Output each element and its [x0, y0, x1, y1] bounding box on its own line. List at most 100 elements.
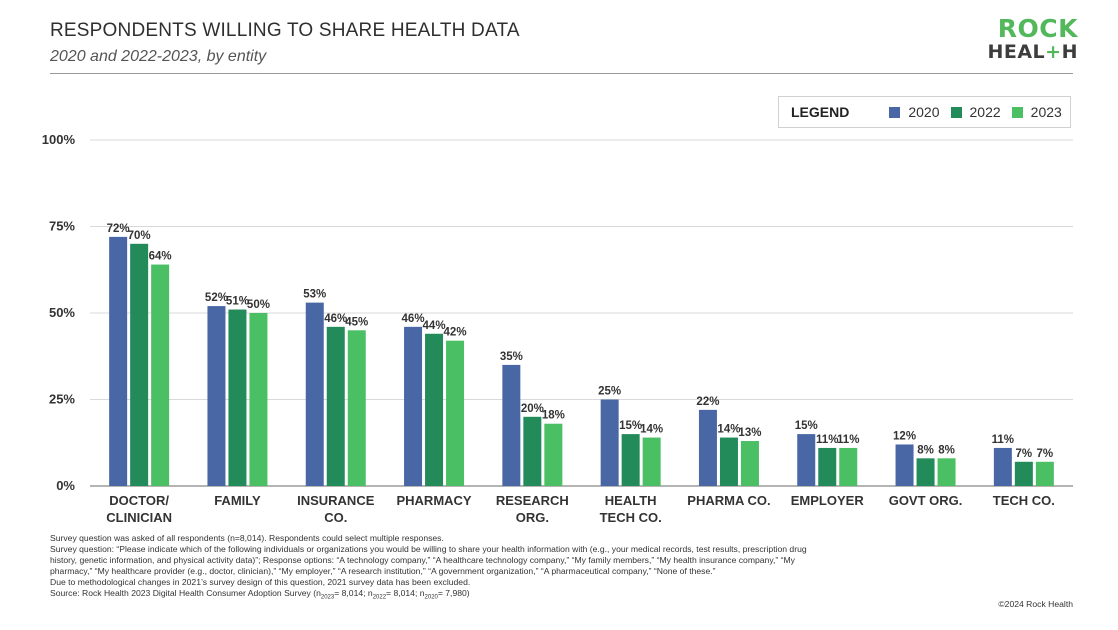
- bar-2023: [839, 447, 858, 486]
- legend-swatch-2022: [950, 106, 962, 118]
- legend-title: LEGEND: [791, 104, 850, 120]
- legend-item-2023: 2023: [1011, 104, 1062, 120]
- bar-2020: [502, 364, 521, 486]
- data-label: 50%: [247, 299, 270, 311]
- bar-2022: [425, 333, 444, 486]
- bar-2023: [544, 423, 563, 486]
- x-category-label: DOCTOR/: [109, 493, 169, 508]
- data-label: 11%: [816, 434, 838, 446]
- bar-2022: [130, 243, 149, 486]
- data-label: 11%: [837, 434, 859, 446]
- data-label: 12%: [893, 430, 916, 442]
- rock-health-logo: ROCK HEAL+H: [987, 16, 1078, 62]
- bar-2023: [937, 458, 956, 486]
- bar-2023: [740, 441, 759, 486]
- logo-text-heal: HEAL: [987, 41, 1046, 63]
- bar-2022: [523, 416, 542, 486]
- bar-2022: [1014, 461, 1033, 486]
- data-label: 46%: [324, 313, 347, 325]
- data-label: 8%: [938, 444, 955, 456]
- bar-2023: [446, 340, 465, 486]
- legend-label-2022: 2022: [969, 104, 1001, 120]
- bar-2022: [818, 447, 837, 486]
- data-label: 72%: [107, 223, 130, 235]
- data-label: 70%: [128, 230, 151, 242]
- data-label: 45%: [345, 316, 368, 328]
- y-tick-label: 100%: [42, 132, 76, 147]
- x-category-label: CLINICIAN: [106, 510, 172, 525]
- x-category-label: TECH CO.: [993, 493, 1055, 508]
- data-label: 64%: [149, 251, 172, 263]
- data-label: 7%: [1016, 448, 1033, 460]
- x-category-label: PHARMACY: [396, 493, 471, 508]
- y-tick-label: 50%: [49, 305, 75, 320]
- x-category-label: CO.: [324, 510, 347, 525]
- footnote-methodology: Due to methodological changes in 2021’s …: [50, 577, 471, 587]
- data-label: 15%: [619, 420, 642, 432]
- data-label: 7%: [1037, 448, 1054, 460]
- bar-2022: [326, 326, 345, 486]
- bar-2023: [1035, 461, 1054, 486]
- bar-2022: [228, 309, 247, 486]
- source-n2023: = 8,014; n: [334, 588, 373, 598]
- footnote-source: Source: Rock Health 2023 Digital Health …: [50, 588, 810, 604]
- bar-2020: [797, 434, 816, 486]
- data-label: 11%: [992, 434, 1014, 446]
- logo-line-2: HEAL+H: [987, 43, 1078, 62]
- data-label: 53%: [303, 289, 326, 301]
- x-category-label: GOVT ORG.: [889, 493, 963, 508]
- x-category-label: ORG.: [516, 510, 549, 525]
- data-label: 14%: [640, 424, 663, 436]
- legend-item-2022: 2022: [950, 104, 1001, 120]
- bar-2020: [600, 399, 619, 486]
- bar-2023: [347, 330, 366, 486]
- legend-item-2020: 2020: [889, 104, 940, 120]
- bar-2020: [895, 444, 914, 486]
- legend-swatch-2023: [1011, 106, 1023, 118]
- bar-2022: [916, 458, 935, 486]
- header-divider: [50, 73, 1073, 74]
- x-category-label: RESEARCH: [496, 493, 569, 508]
- x-category-label: FAMILY: [214, 493, 261, 508]
- y-tick-label: 0%: [56, 478, 75, 493]
- y-tick-label: 75%: [49, 219, 75, 234]
- bar-2022: [719, 437, 738, 486]
- x-category-label: TECH CO.: [600, 510, 662, 525]
- data-label: 35%: [500, 351, 523, 363]
- bar-2020: [109, 236, 128, 486]
- footnote-sample: Survey question was asked of all respond…: [50, 533, 444, 543]
- logo-plus-mark: +: [1045, 41, 1062, 63]
- data-label: 42%: [444, 327, 467, 339]
- source-sub-2023: 2023: [320, 594, 335, 601]
- y-tick-label: 25%: [49, 392, 75, 407]
- footnotes: Survey question was asked of all respond…: [50, 533, 810, 604]
- chart-subtitle: 2020 and 2022-2023, by entity: [50, 48, 267, 65]
- data-label: 14%: [717, 424, 740, 436]
- data-label: 13%: [738, 427, 761, 439]
- source-text: Source: Rock Health 2023 Digital Health …: [50, 588, 321, 598]
- source-sub-2022: 2022: [372, 594, 387, 601]
- bar-2023: [151, 264, 170, 486]
- legend-swatch-2020: [889, 106, 901, 118]
- chart-legend: LEGEND 2020 2022 2023: [778, 96, 1071, 128]
- bar-2020: [404, 326, 423, 486]
- bar-2022: [621, 434, 640, 486]
- data-label: 22%: [696, 396, 719, 408]
- bar-2020: [698, 409, 717, 486]
- data-label: 44%: [423, 320, 446, 332]
- data-label: 8%: [917, 444, 934, 456]
- data-label: 18%: [542, 410, 565, 422]
- chart-title: RESPONDENTS WILLING TO SHARE HEALTH DATA: [50, 20, 520, 41]
- data-label: 52%: [205, 292, 228, 304]
- bar-chart: 0% 25% 50% 75% 100% 72%70% 64% DOCTOR/CLINICIAN…: [42, 132, 1073, 525]
- bar-2020: [993, 447, 1012, 486]
- source-n2020: = 7,980): [437, 588, 470, 598]
- x-category-label: HEALTH: [605, 493, 657, 508]
- data-label: 20%: [521, 403, 544, 415]
- bar-2023: [642, 437, 661, 486]
- source-n2022: = 8,014; n: [386, 588, 425, 598]
- x-category-label: PHARMA CO.: [687, 493, 770, 508]
- data-label: 25%: [598, 386, 621, 398]
- legend-label-2023: 2023: [1030, 104, 1062, 120]
- x-category-label: EMPLOYER: [791, 493, 865, 508]
